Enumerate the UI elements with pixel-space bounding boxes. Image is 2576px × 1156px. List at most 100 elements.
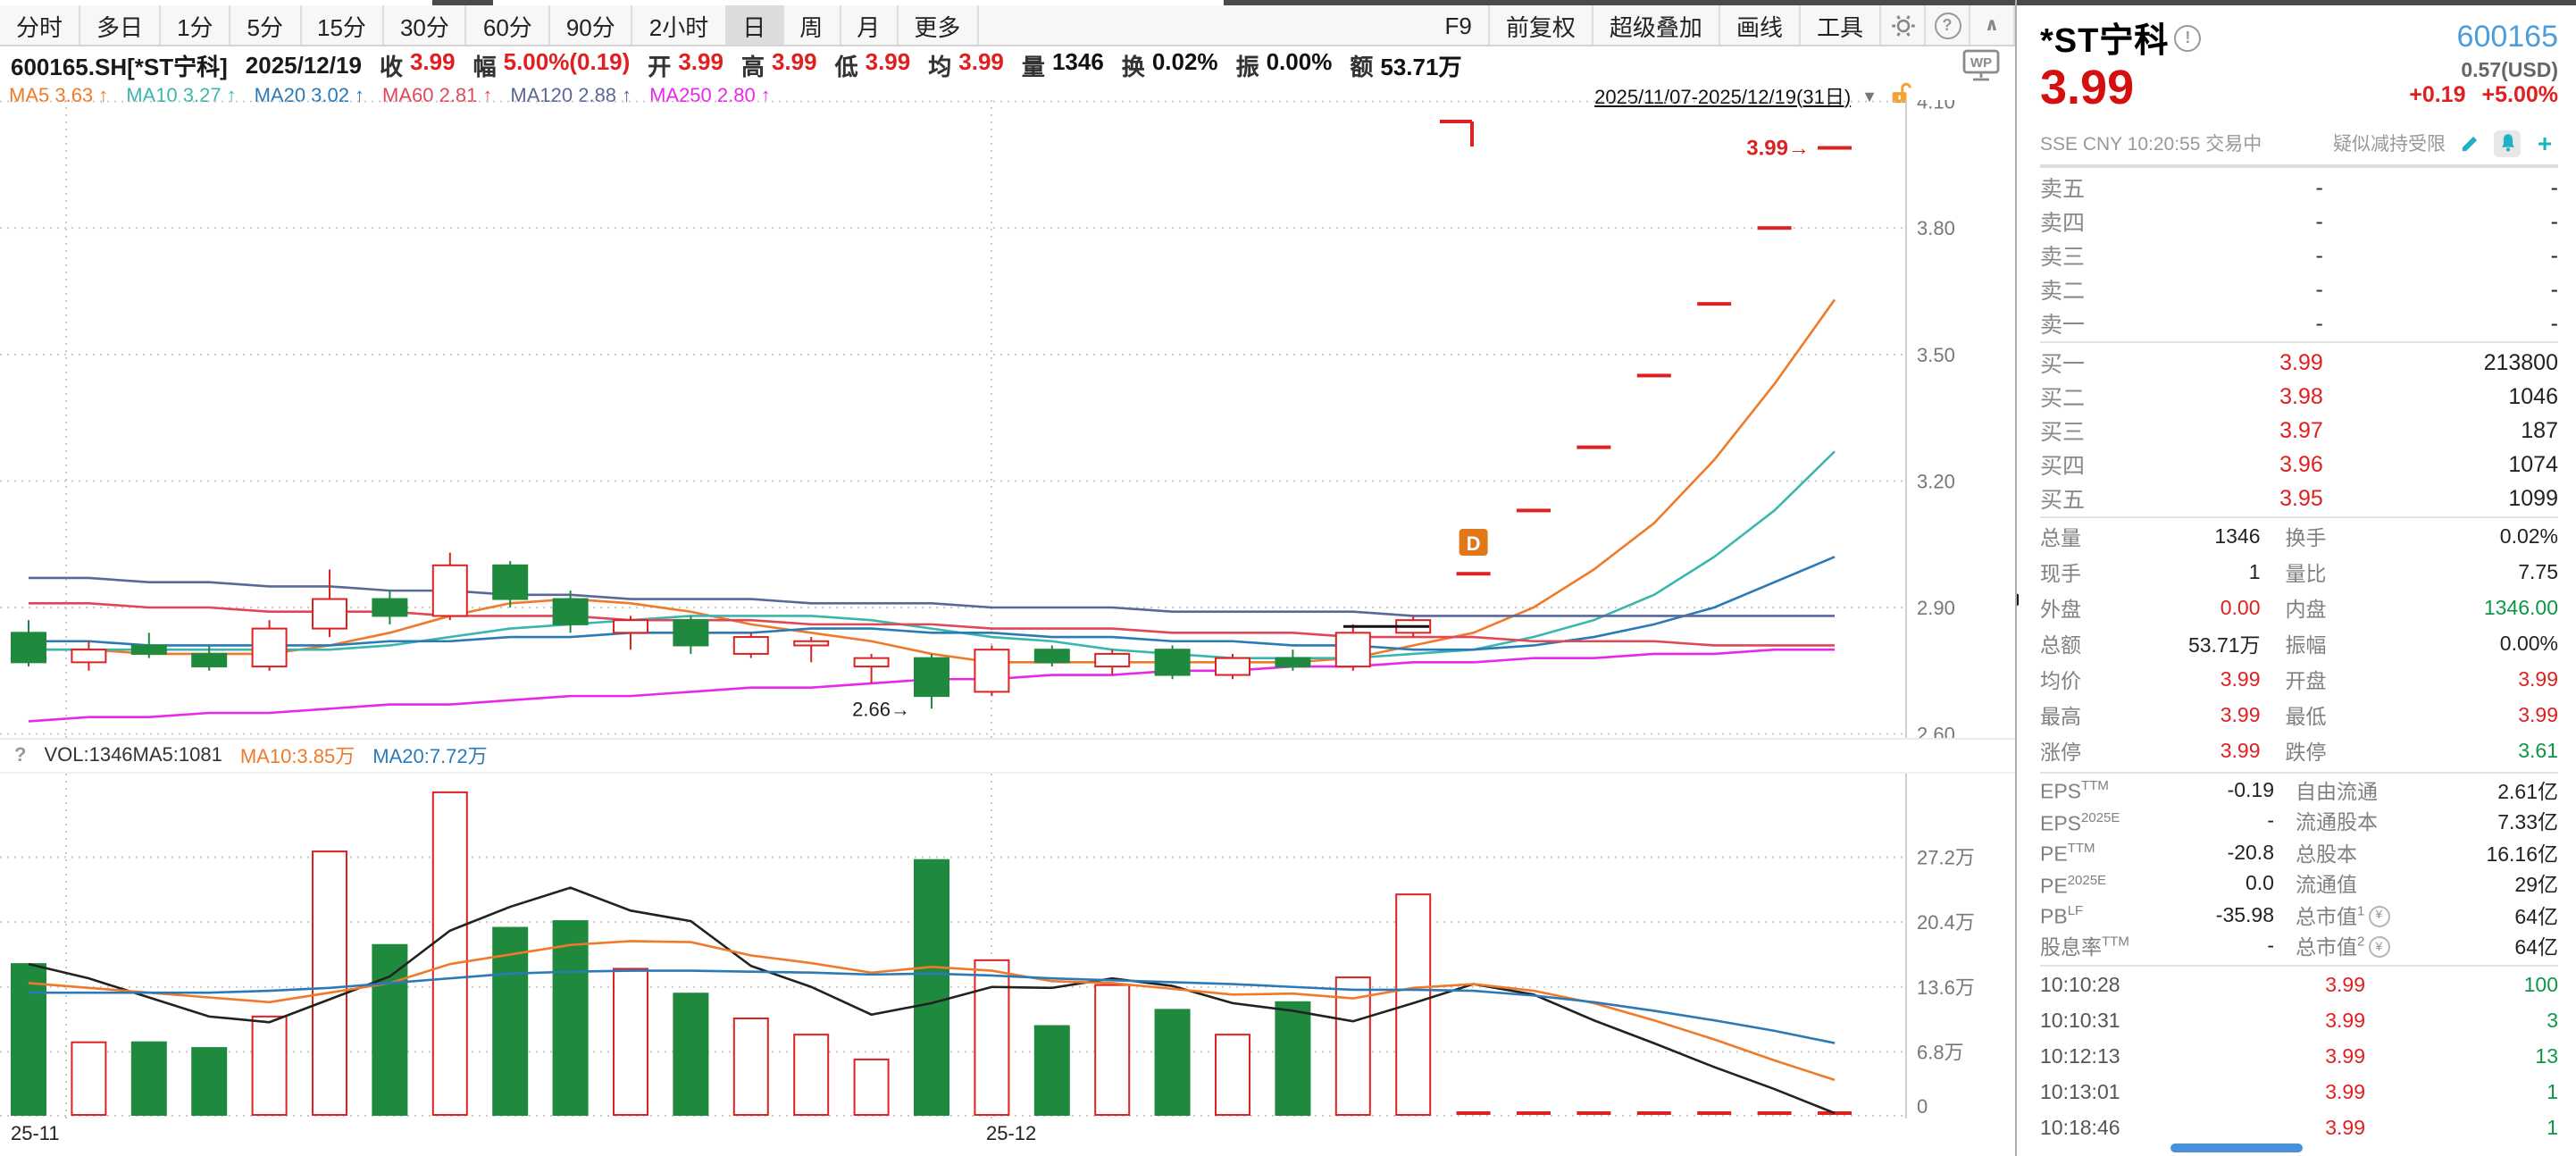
ask-price: - — [2315, 310, 2323, 335]
stat-value: 3.61 — [2518, 741, 2558, 763]
stat-row: 总额 53.71万 振幅 0.00% — [2040, 627, 2558, 663]
toolbar-button-画线[interactable]: 画线 — [1720, 5, 1801, 45]
add-watchlist-icon[interactable]: + — [2537, 128, 2553, 156]
ask-row[interactable]: 卖五 - - — [2040, 170, 2558, 204]
tick-time: 10:13:01 — [2040, 1083, 2120, 1104]
unlock-icon[interactable] — [1888, 80, 1911, 111]
ask-row[interactable]: 卖一 - - — [2040, 306, 2558, 339]
toolbar-button-前复权[interactable]: 前复权 — [1490, 5, 1593, 45]
fundamental-value: - — [2267, 936, 2274, 959]
stat-value: 0.00 — [2220, 599, 2261, 620]
fundamental-value: 0.0 — [2246, 874, 2274, 896]
divider — [2040, 516, 2558, 518]
price-chart[interactable]: 4.10 3.80 3.50 3.20 2.90 2.60 2.66→ 3.99→ D — [0, 100, 2015, 738]
bid-row[interactable]: 买四 3.96 1074 — [2040, 447, 2558, 481]
bid-row[interactable]: 买五 3.95 1099 — [2040, 481, 2558, 515]
fundamental-label: PE2025E — [2040, 871, 2107, 899]
field-value: 53.71万 — [1380, 54, 1462, 80]
edit-icon[interactable] — [2456, 130, 2483, 156]
fundamental-value: - — [2267, 811, 2274, 833]
dividend-marker-label: D — [1467, 532, 1481, 555]
bid-levels: 买一 3.99 213800 买二 3.98 1046 买三 3.97 187 买四 … — [2040, 345, 2558, 515]
tab-period-90分[interactable]: 90分 — [550, 5, 633, 45]
fundamental-value: 64亿 — [2514, 907, 2558, 929]
help-icon[interactable]: ? — [1926, 5, 1970, 45]
tab-period-多日[interactable]: 多日 — [80, 5, 162, 45]
panel-divider[interactable] — [2015, 0, 2017, 1156]
ask-price: - — [2315, 276, 2323, 301]
toolbar-button-超级叠加[interactable]: 超级叠加 — [1593, 5, 1720, 45]
tick-price: 3.99 — [2325, 976, 2365, 997]
x-axis-label: 25-12 — [986, 1124, 1037, 1145]
settings-gear-icon[interactable] — [1881, 5, 1926, 45]
volume-chart[interactable]: 27.2万 20.4万 13.6万 6.8万 0 — [0, 772, 2015, 1118]
volume-axis-label: 20.4万 — [1917, 911, 1975, 934]
price-change-pct: +5.00% — [2481, 82, 2559, 107]
ask-label: 卖五 — [2040, 177, 2086, 202]
stat-label: 跌停 — [2285, 743, 2327, 765]
bid-label: 买一 — [2040, 352, 2086, 377]
fundamental-label: EPSTTM — [2040, 777, 2109, 805]
ask-row[interactable]: 卖三 - - — [2040, 238, 2558, 272]
ask-levels: 卖五 - - 卖四 - - 卖三 - - 卖二 - - 卖一 - - — [2040, 170, 2558, 339]
tab-period-2小时[interactable]: 2小时 — [633, 5, 727, 45]
tab-period-5分[interactable]: 5分 — [231, 5, 301, 45]
yen-icon[interactable]: ¥ — [2368, 905, 2390, 927]
risk-warning-icon[interactable]: ! — [2174, 24, 2202, 51]
tab-period-60分[interactable]: 60分 — [467, 5, 550, 45]
volume-axis-label: 27.2万 — [1917, 847, 1975, 869]
bid-volume: 1046 — [2508, 383, 2558, 408]
fundamental-row: PETTM -20.8 总股本 16.16亿 — [2040, 838, 2558, 869]
stat-row: 总量 1346 换手 0.02% — [2040, 520, 2558, 556]
tick-time: 10:12:13 — [2040, 1047, 2120, 1068]
tab-period-分时[interactable]: 分时 — [0, 5, 81, 45]
volume-help-icon[interactable]: ? — [14, 745, 27, 766]
toolbar-collapse-icon[interactable]: ∧ — [1970, 5, 2015, 45]
date-range-selector[interactable]: 2025/11/07-2025/12/19(31日) ▼ — [1594, 80, 1911, 111]
alert-bell-icon[interactable] — [2494, 130, 2521, 156]
fundamental-row: 股息率TTM - 总市值2 ¥ 64亿 — [2040, 932, 2558, 963]
field-value: 3.99 — [409, 48, 456, 75]
quote-field-幅: 幅 5.00%(0.19) — [473, 48, 631, 82]
wp-monitor-icon[interactable]: WP — [1961, 48, 2001, 82]
tab-period-30分[interactable]: 30分 — [384, 5, 467, 45]
ask-row[interactable]: 卖四 - - — [2040, 204, 2558, 238]
stat-value: 3.99 — [2220, 670, 2261, 691]
bid-row[interactable]: 买一 3.99 213800 — [2040, 345, 2558, 379]
x-axis-label: 25-11 — [11, 1124, 60, 1145]
fundamental-label: 流通股本 — [2296, 813, 2378, 835]
dropdown-arrow-icon[interactable]: ▼ — [1861, 87, 1878, 105]
tab-period-周[interactable]: 周 — [783, 5, 841, 45]
fundamental-label: PETTM — [2040, 840, 2095, 867]
bid-label: 买二 — [2040, 386, 2086, 411]
yen-icon[interactable]: ¥ — [2368, 936, 2390, 959]
tick-price: 3.99 — [2325, 1047, 2365, 1068]
stat-value: 3.99 — [2220, 741, 2261, 763]
panel-scrollbar-thumb[interactable] — [2170, 1143, 2303, 1152]
ask-volume: - — [2550, 174, 2558, 199]
toolbar-button-F9[interactable]: F9 — [1429, 5, 1490, 45]
tab-period-月[interactable]: 月 — [841, 5, 899, 45]
fundamental-label: EPS2025E — [2040, 808, 2120, 836]
usd-price: 0.57(USD) — [2461, 61, 2558, 82]
date-range-label: 2025/11/07-2025/12/19(31日) — [1594, 87, 1852, 108]
toolbar-button-工具[interactable]: 工具 — [1801, 5, 1881, 45]
quote-field-收: 收 3.99 — [380, 48, 456, 82]
field-value: 0.00% — [1266, 48, 1333, 75]
field-label: 高 — [740, 54, 765, 80]
price-axis-label: 4.10 — [1917, 100, 1955, 113]
ask-row[interactable]: 卖二 - - — [2040, 272, 2558, 306]
stat-label: 振幅 — [2285, 636, 2327, 658]
stat-row: 最高 3.99 最低 3.99 — [2040, 699, 2558, 734]
ma-legend-item: MA120 2.88 ↑ — [510, 85, 631, 106]
stat-row: 涨停 3.99 跌停 3.61 — [2040, 734, 2558, 770]
bid-row[interactable]: 买二 3.98 1046 — [2040, 379, 2558, 413]
bid-row[interactable]: 买三 3.97 187 — [2040, 413, 2558, 447]
volume-pane-header: ? VOL:1346MA5:1081 MA10:3.85万 MA20:7.72万 — [0, 738, 2015, 772]
tab-period-15分[interactable]: 15分 — [301, 5, 384, 45]
ma-legend-text: MA250 2.80 — [649, 85, 756, 106]
tab-period-更多[interactable]: 更多 — [898, 5, 979, 45]
field-value: 3.99 — [865, 48, 911, 75]
tab-period-日[interactable]: 日 — [726, 5, 784, 45]
tab-period-1分[interactable]: 1分 — [161, 5, 231, 45]
